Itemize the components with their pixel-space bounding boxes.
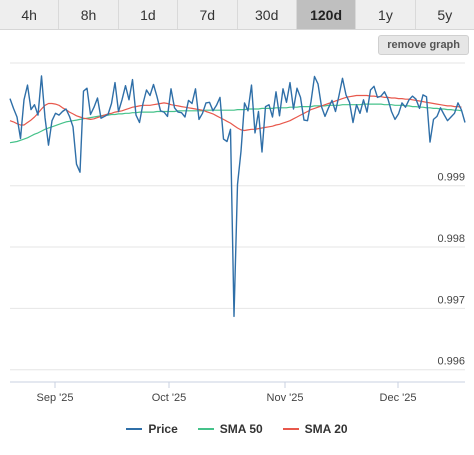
series-line-sma-20	[9, 94, 462, 132]
tab-120d[interactable]: 120d	[296, 0, 357, 29]
legend-label: SMA 20	[304, 422, 348, 436]
tab-7d[interactable]: 7d	[178, 0, 238, 29]
legend-item-price[interactable]: Price	[126, 422, 178, 436]
x-tick-label: Dec '25	[380, 392, 417, 404]
y-tick-label: 0.996	[437, 356, 465, 368]
x-tick-label: Sep '25	[37, 392, 74, 404]
x-tick-label: Nov '25	[267, 392, 304, 404]
y-tick-label: 0.997	[437, 294, 465, 306]
tab-1y[interactable]: 1y	[356, 0, 416, 29]
legend-label: SMA 50	[219, 422, 263, 436]
legend-label: Price	[148, 422, 178, 436]
chart-legend: Price SMA 50 SMA 20	[0, 420, 474, 438]
remove-graph-button[interactable]: remove graph	[378, 35, 469, 55]
x-tick-label: Oct '25	[152, 392, 187, 404]
y-tick-label: 0.999	[437, 172, 465, 184]
series-line-sma-50	[9, 103, 462, 144]
tab-4h[interactable]: 4h	[0, 0, 60, 29]
legend-item-sma-50[interactable]: SMA 50	[197, 422, 263, 436]
x-axis-ticks: Sep '25 Oct '25 Nov '25 Dec '25	[10, 381, 465, 404]
legend-swatch	[126, 428, 143, 430]
y-axis-ticks: 0.996 0.997 0.998 0.999	[437, 172, 465, 368]
tab-8h[interactable]: 8h	[59, 0, 119, 29]
legend-swatch	[282, 428, 299, 430]
y-tick-label: 0.998	[437, 233, 465, 245]
chart-series	[9, 75, 466, 318]
tab-30d[interactable]: 30d	[238, 0, 297, 29]
timeframe-tabs: 4h 8h 1d 7d 30d 120d 1y 5y	[0, 0, 474, 30]
tab-5y[interactable]: 5y	[437, 6, 453, 23]
tab-1d[interactable]: 1d	[119, 0, 179, 29]
legend-item-sma-20[interactable]: SMA 20	[282, 422, 348, 436]
series-line-price	[9, 75, 466, 318]
legend-swatch	[197, 428, 214, 430]
